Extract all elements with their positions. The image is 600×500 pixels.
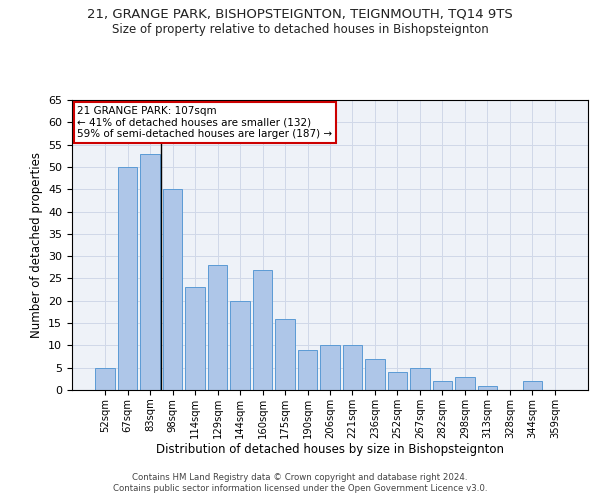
Text: Contains HM Land Registry data © Crown copyright and database right 2024.: Contains HM Land Registry data © Crown c… <box>132 472 468 482</box>
Bar <box>388 372 407 390</box>
Bar <box>523 381 542 390</box>
Bar <box>118 167 137 390</box>
Text: Distribution of detached houses by size in Bishopsteignton: Distribution of detached houses by size … <box>156 442 504 456</box>
Bar <box>320 346 340 390</box>
Y-axis label: Number of detached properties: Number of detached properties <box>29 152 43 338</box>
Text: 21, GRANGE PARK, BISHOPSTEIGNTON, TEIGNMOUTH, TQ14 9TS: 21, GRANGE PARK, BISHOPSTEIGNTON, TEIGNM… <box>87 8 513 20</box>
Bar <box>478 386 497 390</box>
Bar <box>298 350 317 390</box>
Bar <box>410 368 430 390</box>
Text: Contains public sector information licensed under the Open Government Licence v3: Contains public sector information licen… <box>113 484 487 493</box>
Bar <box>343 346 362 390</box>
Bar <box>275 318 295 390</box>
Bar <box>208 265 227 390</box>
Bar <box>163 189 182 390</box>
Bar <box>95 368 115 390</box>
Text: 21 GRANGE PARK: 107sqm
← 41% of detached houses are smaller (132)
59% of semi-de: 21 GRANGE PARK: 107sqm ← 41% of detached… <box>77 106 332 139</box>
Bar <box>185 288 205 390</box>
Bar <box>455 376 475 390</box>
Text: Size of property relative to detached houses in Bishopsteignton: Size of property relative to detached ho… <box>112 22 488 36</box>
Bar <box>140 154 160 390</box>
Bar <box>365 359 385 390</box>
Bar <box>230 301 250 390</box>
Bar <box>433 381 452 390</box>
Bar <box>253 270 272 390</box>
